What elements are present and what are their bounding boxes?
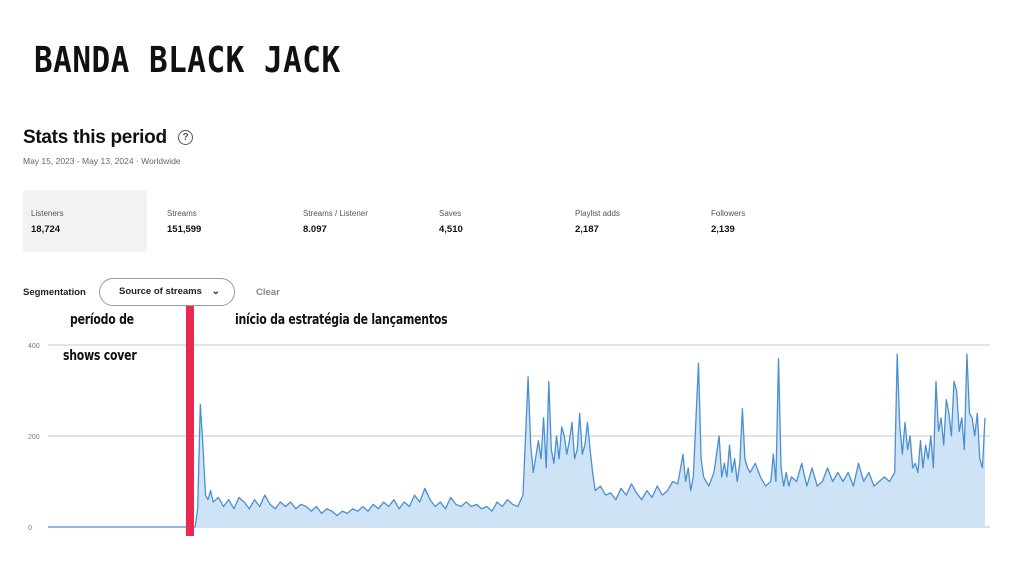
metric-label: Streams / Listener xyxy=(303,209,368,218)
metric-value: 8.097 xyxy=(303,224,327,235)
series-line xyxy=(48,353,986,528)
segmentation-label: Segmentation xyxy=(23,287,86,298)
annotation-left-line1: período de xyxy=(70,312,134,328)
metric-label: Streams xyxy=(167,209,197,218)
source-of-streams-dropdown[interactable]: Source of streams ⌄ xyxy=(99,278,235,306)
dropdown-value: Source of streams xyxy=(119,286,202,297)
y-tick-label: 0 xyxy=(28,525,32,532)
metric-value: 151,599 xyxy=(167,224,202,235)
series-area xyxy=(48,354,985,527)
metric-tile[interactable]: Streams 151,599 xyxy=(159,190,283,252)
page-title: Stats this period xyxy=(23,127,167,148)
metric-tile[interactable]: Listeners 18,724 xyxy=(23,190,147,252)
strategy-start-marker xyxy=(185,306,194,536)
y-tick-label: 200 xyxy=(28,434,40,441)
metric-value: 4,510 xyxy=(439,224,463,235)
clear-button[interactable]: Clear xyxy=(256,287,280,298)
chevron-down-icon: ⌄ xyxy=(211,286,220,297)
metric-tile[interactable]: Playlist adds 2,187 xyxy=(567,190,691,252)
metric-label: Followers xyxy=(711,209,746,218)
metric-value: 2,139 xyxy=(711,224,735,235)
band-title: BANDA BLACK JACK xyxy=(34,40,341,82)
annotation-left-line2: shows cover xyxy=(63,348,137,364)
metric-value: 18,724 xyxy=(31,224,61,235)
help-circle-icon[interactable]: ? xyxy=(178,130,193,145)
metric-label: Playlist adds xyxy=(575,209,620,218)
metric-label: Saves xyxy=(439,209,462,218)
y-tick-label: 400 xyxy=(28,343,40,350)
metric-tile[interactable]: Streams / Listener 8.097 xyxy=(295,190,419,252)
metric-value: 2,187 xyxy=(575,224,599,235)
period-subtitle: May 15, 2023 - May 13, 2024 · Worldwide xyxy=(23,156,181,166)
annotation-right: início da estratégia de lançamentos xyxy=(235,312,448,328)
metric-label: Listeners xyxy=(31,209,64,218)
metric-tile[interactable]: Followers 2,139 xyxy=(703,190,827,252)
metric-tile[interactable]: Saves 4,510 xyxy=(431,190,555,252)
